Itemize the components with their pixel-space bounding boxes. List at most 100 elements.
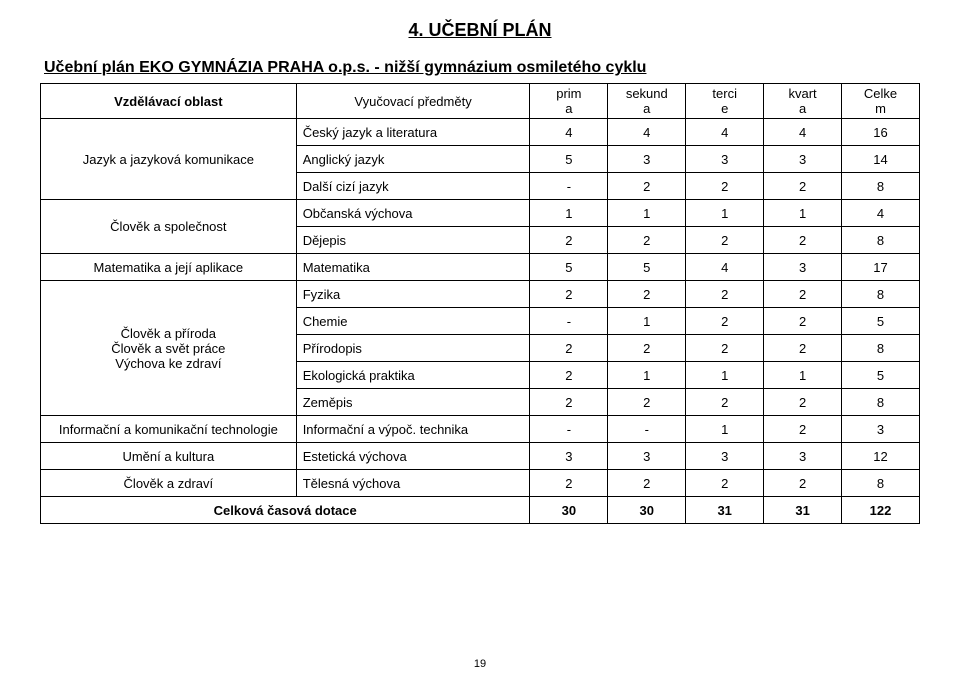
value-cell: 8 <box>842 173 920 200</box>
table-row: Informační a komunikační technologieInfo… <box>41 416 920 443</box>
subject-cell: Anglický jazyk <box>296 146 530 173</box>
table-row: Umění a kulturaEstetická výchova333312 <box>41 443 920 470</box>
header-col-2: sekunda <box>608 84 686 119</box>
value-cell: 3 <box>608 443 686 470</box>
header-col-4: kvarta <box>764 84 842 119</box>
value-cell: 16 <box>842 119 920 146</box>
value-cell: 1 <box>764 200 842 227</box>
plan-subtitle: Učební plán EKO GYMNÁZIA PRAHA o.p.s. - … <box>44 59 920 77</box>
subject-cell: Matematika <box>296 254 530 281</box>
value-cell: 2 <box>686 470 764 497</box>
value-cell: 4 <box>530 119 608 146</box>
value-cell: 5 <box>530 146 608 173</box>
value-cell: 2 <box>686 227 764 254</box>
value-cell: 5 <box>608 254 686 281</box>
total-label: Celková časová dotace <box>41 497 530 524</box>
total-value: 30 <box>608 497 686 524</box>
subject-cell: Tělesná výchova <box>296 470 530 497</box>
value-cell: 2 <box>686 308 764 335</box>
subject-cell: Občanská výchova <box>296 200 530 227</box>
total-value: 122 <box>842 497 920 524</box>
total-value: 31 <box>764 497 842 524</box>
subject-cell: Ekologická praktika <box>296 362 530 389</box>
table-header-row: Vzdělávací oblastVyučovací předmětyprima… <box>41 84 920 119</box>
value-cell: 2 <box>764 281 842 308</box>
value-cell: 1 <box>686 362 764 389</box>
header-col-3: tercie <box>686 84 764 119</box>
subject-cell: Informační a výpoč. technika <box>296 416 530 443</box>
value-cell: 2 <box>530 470 608 497</box>
value-cell: 2 <box>686 335 764 362</box>
value-cell: 1 <box>686 416 764 443</box>
value-cell: 3 <box>764 254 842 281</box>
table-row: Člověk a přírodaČlověk a svět práceVýcho… <box>41 281 920 308</box>
value-cell: 5 <box>842 362 920 389</box>
value-cell: 12 <box>842 443 920 470</box>
value-cell: 4 <box>686 254 764 281</box>
subject-cell: Fyzika <box>296 281 530 308</box>
value-cell: 3 <box>764 443 842 470</box>
value-cell: 2 <box>764 173 842 200</box>
value-cell: 2 <box>608 335 686 362</box>
value-cell: 14 <box>842 146 920 173</box>
value-cell: 3 <box>764 146 842 173</box>
total-value: 31 <box>686 497 764 524</box>
area-cell: Umění a kultura <box>41 443 297 470</box>
value-cell: 5 <box>530 254 608 281</box>
header-col-5: Celkem <box>842 84 920 119</box>
table-row: Jazyk a jazyková komunikaceČeský jazyk a… <box>41 119 920 146</box>
subject-cell: Přírodopis <box>296 335 530 362</box>
value-cell: 2 <box>530 281 608 308</box>
value-cell: 4 <box>842 200 920 227</box>
value-cell: 2 <box>608 389 686 416</box>
value-cell: 2 <box>764 335 842 362</box>
value-cell: 4 <box>686 119 764 146</box>
table-row: Matematika a její aplikaceMatematika5543… <box>41 254 920 281</box>
area-cell: Matematika a její aplikace <box>41 254 297 281</box>
value-cell: 2 <box>608 173 686 200</box>
area-cell: Jazyk a jazyková komunikace <box>41 119 297 200</box>
value-cell: 2 <box>764 389 842 416</box>
value-cell: 3 <box>608 146 686 173</box>
value-cell: 8 <box>842 470 920 497</box>
value-cell: 3 <box>842 416 920 443</box>
header-area: Vzdělávací oblast <box>41 84 297 119</box>
subject-cell: Další cizí jazyk <box>296 173 530 200</box>
value-cell: 3 <box>686 443 764 470</box>
area-cell: Člověk a zdraví <box>41 470 297 497</box>
value-cell: - <box>530 308 608 335</box>
page-title: 4. UČEBNÍ PLÁN <box>40 20 920 41</box>
value-cell: 2 <box>686 389 764 416</box>
value-cell: 2 <box>608 281 686 308</box>
value-cell: 2 <box>530 362 608 389</box>
value-cell: 2 <box>764 227 842 254</box>
value-cell: 1 <box>686 200 764 227</box>
value-cell: 3 <box>530 443 608 470</box>
header-col-1: prima <box>530 84 608 119</box>
value-cell: 8 <box>842 227 920 254</box>
total-row: Celková časová dotace30303131122 <box>41 497 920 524</box>
value-cell: 4 <box>764 119 842 146</box>
value-cell: 2 <box>764 470 842 497</box>
value-cell: - <box>608 416 686 443</box>
value-cell: 2 <box>530 335 608 362</box>
table-row: Člověk a společnostObčanská výchova11114 <box>41 200 920 227</box>
value-cell: - <box>530 173 608 200</box>
subject-cell: Chemie <box>296 308 530 335</box>
table-row: Člověk a zdravíTělesná výchova22228 <box>41 470 920 497</box>
value-cell: 4 <box>608 119 686 146</box>
value-cell: 2 <box>764 308 842 335</box>
subject-cell: Dějepis <box>296 227 530 254</box>
value-cell: 2 <box>608 470 686 497</box>
value-cell: 17 <box>842 254 920 281</box>
subject-cell: Estetická výchova <box>296 443 530 470</box>
value-cell: 8 <box>842 281 920 308</box>
value-cell: 3 <box>686 146 764 173</box>
value-cell: 8 <box>842 389 920 416</box>
value-cell: - <box>530 416 608 443</box>
value-cell: 2 <box>530 227 608 254</box>
header-subjects: Vyučovací předměty <box>296 84 530 119</box>
value-cell: 2 <box>686 281 764 308</box>
area-cell: Člověk a společnost <box>41 200 297 254</box>
value-cell: 5 <box>842 308 920 335</box>
